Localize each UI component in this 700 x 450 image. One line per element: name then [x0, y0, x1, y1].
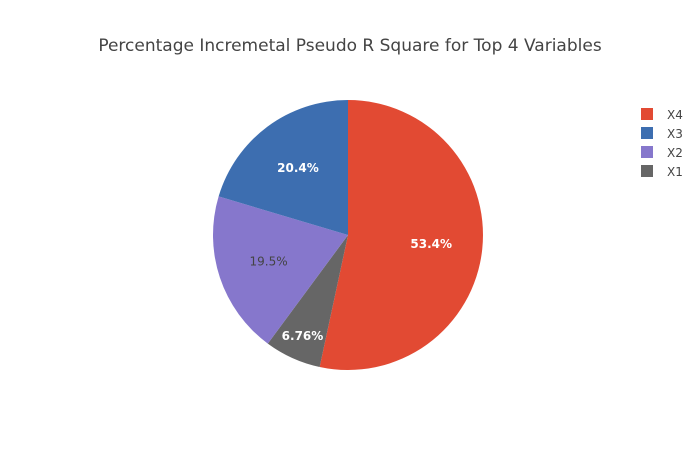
- legend-label-x3: X3: [667, 127, 683, 141]
- legend-swatch-x4: [641, 108, 653, 120]
- slice-label-x2: 19.5%: [250, 255, 288, 269]
- legend-swatch-x3: [641, 127, 653, 139]
- legend-label-x4: X4: [667, 108, 683, 122]
- chart-title: Percentage Incremetal Pseudo R Square fo…: [98, 36, 602, 56]
- legend-swatch-x2: [641, 146, 653, 158]
- slice-label-x4: 53.4%: [410, 237, 452, 251]
- legend-item-x1[interactable]: X1: [641, 165, 683, 179]
- pie-slices: [212, 100, 483, 371]
- legend-label-x2: X2: [667, 146, 683, 160]
- slice-label-x1: 6.76%: [282, 329, 324, 343]
- pie-slice-x3[interactable]: [218, 100, 348, 235]
- pie-slice-x2[interactable]: [212, 196, 348, 344]
- slice-labels: 53.4% 6.76% 19.5% 20.4%: [250, 161, 452, 343]
- legend-item-x2[interactable]: X2: [641, 146, 683, 160]
- legend-label-x1: X1: [667, 165, 683, 179]
- slice-label-x3: 20.4%: [277, 161, 319, 175]
- legend-swatch-x1: [641, 165, 653, 177]
- pie-slice-x4[interactable]: [319, 100, 483, 371]
- legend: X4 X3 X2 X1: [641, 108, 683, 179]
- legend-item-x3[interactable]: X3: [641, 127, 683, 141]
- pie-slice-x1[interactable]: [267, 235, 348, 367]
- legend-item-x4[interactable]: X4: [641, 108, 683, 122]
